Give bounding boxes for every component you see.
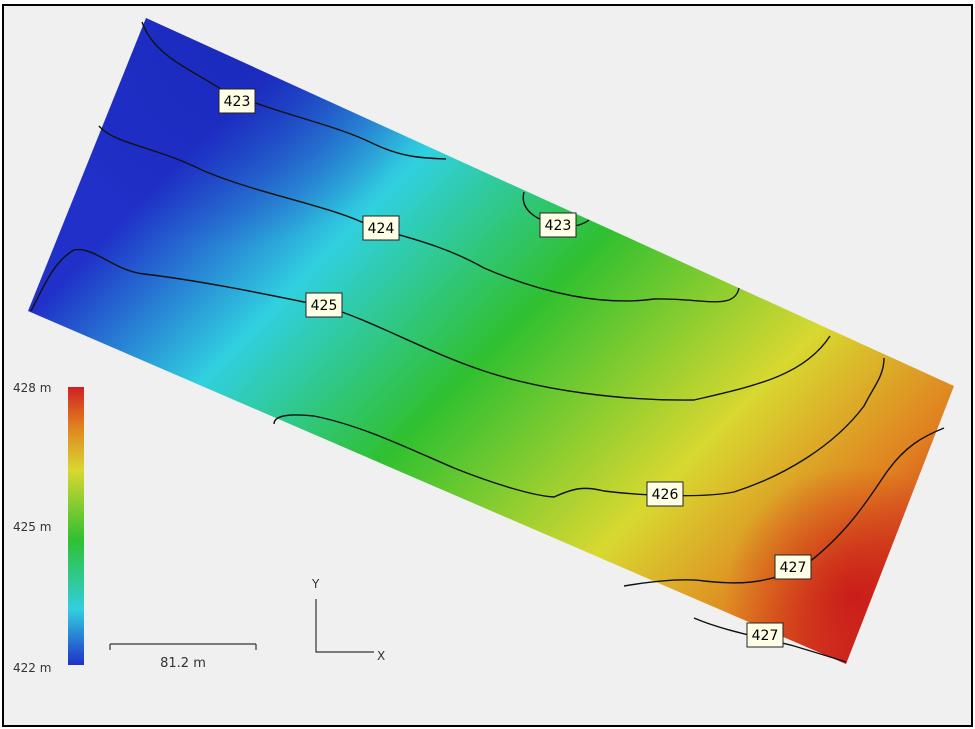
contour-line-425 — [30, 248, 831, 401]
contour-label-427-a: 427 — [774, 554, 812, 580]
contour-label-text: 426 — [652, 487, 679, 503]
map-frame: 423 423 424 425 426 427 — [2, 4, 973, 727]
contour-label-text: 427 — [780, 560, 807, 576]
contour-label-425: 425 — [305, 292, 343, 318]
scale-bar-line — [109, 643, 257, 650]
elevation-legend: 428 m 425 m 422 m — [13, 381, 84, 675]
terrain-surface — [28, 18, 954, 664]
legend-max-label: 428 m — [13, 381, 51, 395]
map-canvas: 423 423 424 425 426 427 — [13, 18, 954, 675]
low-elevation-area — [28, 18, 954, 664]
contour-label-text: 425 — [311, 298, 338, 314]
contour-label-426: 426 — [646, 481, 684, 507]
contour-lines — [30, 21, 945, 663]
contour-label-text: 424 — [368, 221, 395, 237]
contour-labels: 423 423 424 425 426 427 — [218, 88, 812, 648]
contour-line-423-a — [141, 21, 447, 160]
contour-label-text: 423 — [224, 94, 251, 110]
legend-color-ramp — [68, 387, 84, 665]
legend-mid-label: 425 m — [13, 520, 51, 534]
axis-indicator: Y X — [311, 577, 385, 663]
contour-label-423-b: 423 — [539, 212, 577, 238]
contour-label-text: 427 — [752, 628, 779, 644]
contour-line-426 — [273, 357, 885, 498]
legend-min-label: 422 m — [13, 661, 51, 675]
contour-label-427-b: 427 — [746, 622, 784, 648]
contour-label-424: 424 — [362, 215, 400, 241]
scale-bar: 81.2 m — [109, 643, 257, 671]
scale-bar-label: 81.2 m — [160, 656, 206, 671]
axis-y-label: Y — [311, 577, 320, 591]
contour-label-text: 423 — [545, 218, 572, 234]
contour-line-424 — [98, 125, 740, 303]
axis-lines — [315, 599, 374, 653]
contour-line-427-b — [693, 617, 847, 663]
contour-label-423-a: 423 — [218, 88, 256, 114]
axis-x-label: X — [377, 649, 385, 663]
